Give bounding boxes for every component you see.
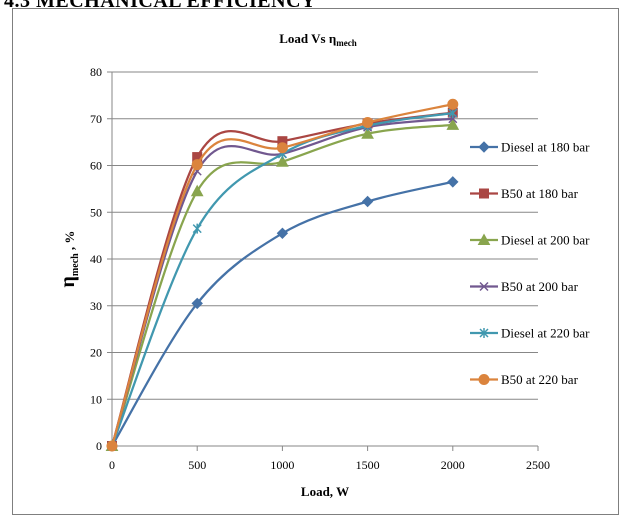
y-tick-label: 10 <box>90 392 102 406</box>
data-point-diesel-at-220-bar <box>192 223 202 234</box>
legend-marker-diesel-at-200-bar <box>477 233 491 245</box>
data-point-diesel-at-200-bar <box>446 118 460 130</box>
legend-label-b50-at-220-bar: B50 at 220 bar <box>501 372 579 387</box>
chart-frame <box>12 8 619 515</box>
legend-marker-diesel-at-220-bar <box>479 328 489 338</box>
series-line-diesel-at-220-bar <box>110 112 453 447</box>
data-point-diesel-at-180-bar <box>276 227 289 239</box>
y-tick-label: 30 <box>90 299 102 313</box>
legend-label-b50-at-200-bar: B50 at 200 bar <box>501 279 579 294</box>
legend-marker-b50-at-220-bar <box>478 374 490 385</box>
data-point-b50-at-220-bar <box>276 142 288 154</box>
x-tick-label: 0 <box>109 458 115 472</box>
y-tick-label: 50 <box>90 205 102 219</box>
chart-title: Load Vs ηmech <box>279 31 357 48</box>
y-tick-label: 60 <box>90 159 102 173</box>
x-tick-label: 2500 <box>526 458 550 472</box>
y-tick-label: 70 <box>90 112 102 126</box>
data-point-diesel-at-200-bar <box>190 184 204 197</box>
y-tick-label: 0 <box>96 439 102 453</box>
legend-label-b50-at-180-bar: B50 at 180 bar <box>501 186 579 201</box>
series-line-diesel-at-200-bar <box>110 123 453 447</box>
data-point-diesel-at-220-bar <box>448 108 458 119</box>
data-point-b50-at-220-bar <box>106 440 118 452</box>
data-point-diesel-at-180-bar <box>361 195 374 208</box>
data-point-diesel-at-200-bar <box>361 127 374 139</box>
x-tick-label: 1000 <box>270 458 294 472</box>
data-point-diesel-at-180-bar <box>191 297 203 310</box>
y-tick-label: 20 <box>90 346 102 360</box>
x-tick-label: 1500 <box>356 458 380 472</box>
section-heading: 4.3 MECHANICAL EFFICIENCY <box>4 0 316 12</box>
data-point-diesel-at-180-bar <box>447 176 459 188</box>
x-tick-label: 500 <box>188 458 206 472</box>
data-point-b50-at-220-bar <box>362 116 374 128</box>
x-tick-label: 2000 <box>441 458 465 472</box>
legend-marker-b50-at-180-bar <box>479 188 489 199</box>
y-axis-label: ηmech , % <box>57 231 81 288</box>
legend-label-diesel-at-200-bar: Diesel at 200 bar <box>501 233 590 248</box>
legend-label-diesel-at-180-bar: Diesel at 180 bar <box>501 140 590 155</box>
series-line-diesel-at-180-bar <box>111 180 454 447</box>
legend-marker-b50-at-200-bar <box>479 281 489 292</box>
y-tick-label: 80 <box>90 65 102 79</box>
legend-marker-diesel-at-180-bar <box>478 141 490 153</box>
series-line-b50-at-220-bar <box>110 103 454 447</box>
data-point-b50-at-220-bar <box>447 98 459 110</box>
legend-label-diesel-at-220-bar: Diesel at 220 bar <box>501 326 590 341</box>
data-point-b50-at-220-bar <box>191 159 203 171</box>
x-axis-label: Load, W <box>301 484 349 499</box>
data-point-diesel-at-200-bar <box>276 155 289 167</box>
y-tick-label: 40 <box>90 252 102 266</box>
